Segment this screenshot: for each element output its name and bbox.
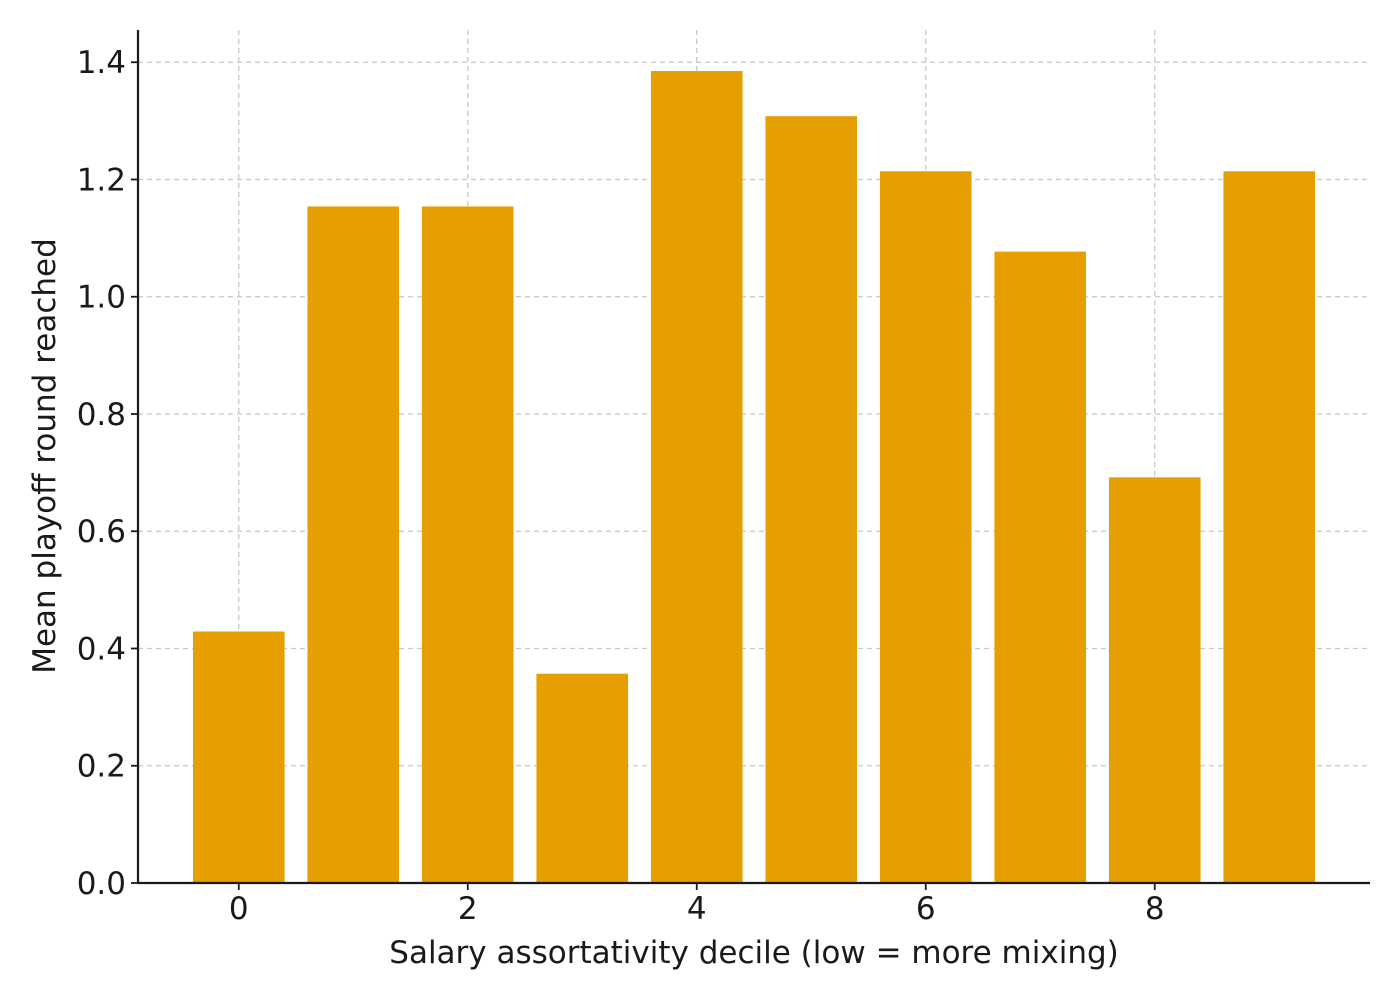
axes (136, 30, 1370, 885)
bars (192, 71, 1316, 884)
y-tick-label: 0.4 (77, 631, 126, 667)
y-tick-label: 1.4 (77, 45, 126, 81)
bar-4 (650, 71, 743, 884)
x-tick-label: 2 (458, 891, 478, 927)
x-tick-label: 0 (229, 891, 249, 927)
bar-7 (994, 251, 1087, 883)
y-tick-label: 0.8 (77, 397, 126, 433)
y-tick-label: 0.0 (77, 866, 126, 902)
x-tick-label: 8 (1145, 891, 1165, 927)
bar-0 (192, 631, 285, 883)
bar-5 (765, 116, 858, 883)
ticks: 0 2 4 6 8 0.0 0.2 0.4 0.6 0.8 1.0 1.2 1.4 (77, 45, 1165, 927)
bar-6 (879, 171, 972, 883)
bar-3 (536, 673, 629, 883)
x-axis-label: Salary assortativity decile (low = more … (389, 935, 1118, 971)
y-axis-label: Mean playoff round reached (27, 238, 63, 674)
y-tick-label: 0.2 (77, 749, 126, 785)
x-tick-label: 6 (916, 891, 936, 927)
bar-9 (1223, 171, 1316, 883)
y-tick-label: 1.0 (77, 280, 126, 316)
bar-8 (1108, 477, 1201, 883)
y-tick-label: 1.2 (77, 162, 126, 198)
bar-1 (307, 206, 400, 884)
x-tick-label: 4 (687, 891, 707, 927)
y-tick-label: 0.6 (77, 514, 126, 550)
bar-2 (421, 206, 514, 884)
